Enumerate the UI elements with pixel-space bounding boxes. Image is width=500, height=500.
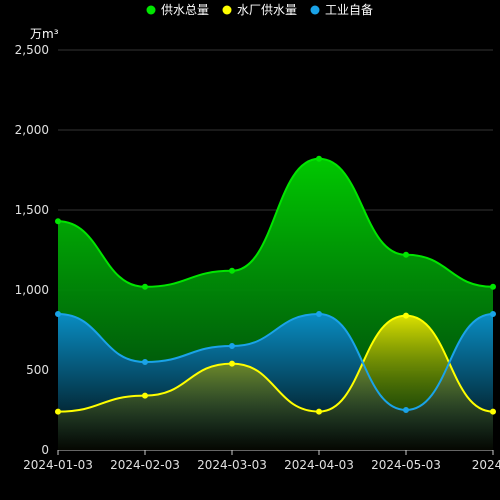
y-axis: 0 500 1,000 1,500 2,000 2,500 xyxy=(15,43,49,457)
legend-label: 供水总量 xyxy=(161,3,209,17)
data-point[interactable] xyxy=(229,343,235,349)
series-points xyxy=(55,155,496,415)
x-tick-label: 2024-04-03 xyxy=(284,458,354,472)
series-line-2 xyxy=(57,312,494,412)
x-tick-label: 2024-05-03 xyxy=(371,458,441,472)
series-area-1 xyxy=(58,315,493,450)
legend-marker xyxy=(222,5,232,15)
data-point[interactable] xyxy=(229,267,235,274)
legend-label: 工业自备 xyxy=(325,3,373,17)
y-tick-label: 1,500 xyxy=(15,203,49,217)
data-point[interactable] xyxy=(142,359,148,365)
data-point[interactable] xyxy=(403,312,409,319)
data-point[interactable] xyxy=(490,408,496,415)
y-tick-label: 500 xyxy=(26,363,49,377)
data-point[interactable] xyxy=(403,407,409,413)
x-tick-label: 2024-0 xyxy=(472,458,500,472)
data-point[interactable] xyxy=(55,408,61,415)
legend-marker xyxy=(146,5,156,15)
x-tick-label: 2024-01-03 xyxy=(23,458,93,472)
data-point[interactable] xyxy=(403,251,409,258)
data-point[interactable] xyxy=(316,311,322,317)
y-tick-label: 2,500 xyxy=(15,43,49,57)
legend-item[interactable]: 供水总量 xyxy=(146,3,210,17)
data-point[interactable] xyxy=(229,360,235,367)
y-axis-unit-label: 万m³ xyxy=(30,27,59,41)
data-point[interactable] xyxy=(316,155,322,162)
data-point[interactable] xyxy=(142,392,148,399)
y-tick-label: 2,000 xyxy=(15,123,49,137)
legend-item[interactable]: 工业自备 xyxy=(310,3,374,17)
y-tick-label: 0 xyxy=(41,443,49,457)
legend-marker xyxy=(310,5,320,15)
chart-legend: 供水总量 水厂供水量 工业自备 xyxy=(146,3,374,17)
legend-label: 水厂供水量 xyxy=(237,3,297,17)
x-axis: 2024-01-03 2024-02-03 2024-03-03 2024-04-03… xyxy=(23,450,500,472)
x-tick-label: 2024-03-03 xyxy=(197,458,267,472)
data-point[interactable] xyxy=(55,218,61,225)
data-point[interactable] xyxy=(55,311,61,317)
data-point[interactable] xyxy=(490,283,496,290)
data-point[interactable] xyxy=(316,408,322,415)
data-point[interactable] xyxy=(142,283,148,290)
data-point[interactable] xyxy=(490,311,496,317)
series-areas xyxy=(58,158,493,451)
y-tick-label: 1,000 xyxy=(15,283,49,297)
legend-item[interactable]: 水厂供水量 xyxy=(222,3,298,17)
x-tick-label: 2024-02-03 xyxy=(110,458,180,472)
